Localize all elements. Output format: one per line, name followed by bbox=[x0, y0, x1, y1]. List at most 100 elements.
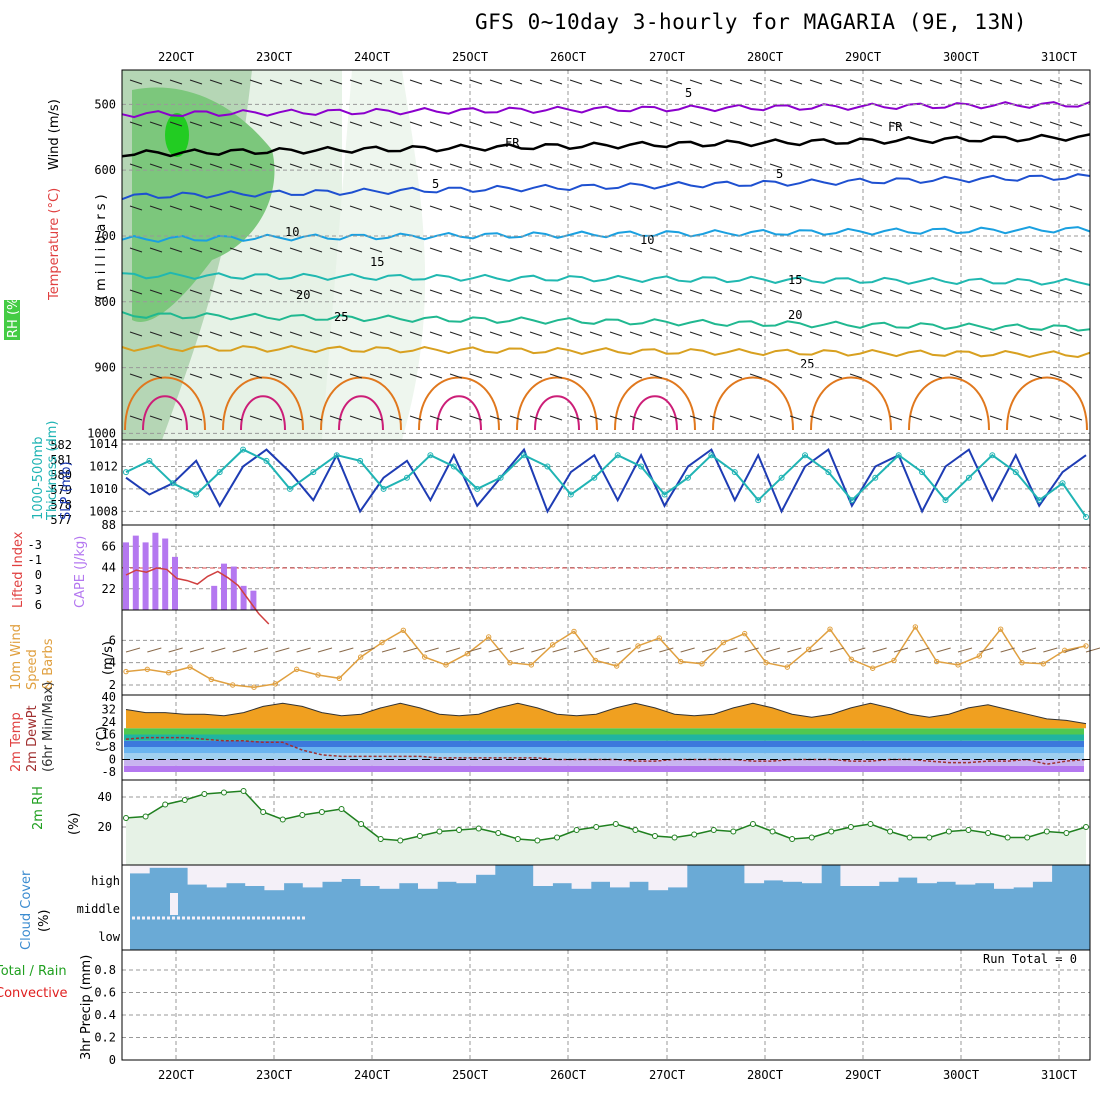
wind-barb bbox=[589, 373, 603, 379]
wind-barb bbox=[369, 205, 383, 211]
wind-barb bbox=[232, 647, 247, 653]
wind-tick-label: 2 bbox=[109, 678, 116, 692]
wind-barb bbox=[729, 205, 743, 211]
wind-barb bbox=[669, 79, 683, 85]
wind-barb bbox=[789, 247, 803, 253]
wind-barb bbox=[909, 415, 923, 421]
wind-speed-marker bbox=[485, 634, 492, 640]
temp-30-contour bbox=[516, 376, 598, 431]
wind-barb bbox=[549, 205, 563, 211]
isotherm-label: 20 bbox=[296, 288, 310, 302]
cloud-high-gap bbox=[629, 865, 649, 882]
wind-barb bbox=[789, 415, 803, 421]
wind-barb bbox=[149, 205, 163, 211]
wind-barb bbox=[787, 647, 802, 653]
wind-barb bbox=[989, 289, 1003, 295]
thickness-marker bbox=[731, 469, 738, 476]
thickness-marker bbox=[263, 457, 270, 464]
wind-barb bbox=[729, 121, 743, 127]
wind-speed-marker bbox=[379, 639, 385, 646]
wind-barb bbox=[709, 121, 723, 127]
wind-barb bbox=[189, 163, 203, 169]
wind-barb bbox=[1029, 247, 1043, 253]
bottom-date-label: 31OCT bbox=[1041, 1068, 1077, 1082]
cloud-high-gap bbox=[341, 865, 361, 879]
temp-ylabel-group: 2m Temp 2m DewPt (6hr Min/Max) (°C) bbox=[9, 682, 110, 772]
rh-marker bbox=[671, 834, 678, 841]
wind-barb bbox=[789, 289, 803, 295]
wind-barb bbox=[269, 163, 283, 169]
wind-barb bbox=[309, 247, 323, 253]
wind-barb bbox=[1049, 247, 1063, 253]
wind-barb bbox=[749, 415, 763, 421]
wind-barb bbox=[129, 331, 143, 337]
isotherm-label: 25 bbox=[334, 310, 348, 324]
bottom-date-label: 25OCT bbox=[452, 1068, 488, 1082]
wind-barb bbox=[869, 163, 883, 169]
cloud-high-gap bbox=[264, 865, 285, 891]
rh-marker bbox=[1043, 828, 1050, 835]
wind-barb bbox=[569, 79, 583, 85]
wind-barb bbox=[659, 647, 674, 653]
wind-barb bbox=[1009, 79, 1023, 85]
temp-35-contour bbox=[142, 395, 188, 431]
wind-speed-marker bbox=[528, 662, 535, 668]
wind-speed-marker bbox=[677, 658, 684, 665]
wind-speed-marker bbox=[1083, 643, 1089, 649]
cloud-high-gap bbox=[648, 865, 669, 891]
rh-marker bbox=[730, 828, 737, 835]
wind-barb bbox=[629, 289, 643, 295]
wind-barb bbox=[649, 247, 663, 253]
wind-barb bbox=[769, 331, 783, 337]
wind-barb bbox=[969, 331, 983, 337]
wind-barb bbox=[289, 205, 303, 211]
wind-barb bbox=[629, 331, 643, 337]
wind-speed-marker bbox=[187, 664, 193, 670]
wind-barb bbox=[709, 163, 723, 169]
wind-speed-marker bbox=[272, 681, 279, 687]
temp-tick-label: -8 bbox=[102, 765, 116, 779]
rh-marker bbox=[1063, 830, 1070, 836]
rh-marker bbox=[965, 827, 972, 833]
wind-barb bbox=[789, 121, 803, 127]
wind-barb bbox=[467, 647, 482, 653]
wind-barb bbox=[529, 247, 543, 253]
bottom-date-label: 27OCT bbox=[649, 1068, 685, 1082]
rh-marker bbox=[710, 827, 717, 833]
wind-barb bbox=[1043, 647, 1058, 653]
wind-barb bbox=[449, 247, 463, 253]
wind-barb bbox=[1009, 163, 1023, 169]
wind-tick-label: 4 bbox=[109, 656, 116, 670]
chart-title: GFS 0~10day 3-hourly for MAGARIA (9E, 13… bbox=[475, 10, 1028, 34]
cloud-high-gap bbox=[571, 865, 592, 889]
wind-barb bbox=[1069, 415, 1083, 421]
top-date-label: 31OCT bbox=[1041, 50, 1077, 64]
cloud-ylabel: Cloud Cover bbox=[19, 870, 34, 950]
wind-barb bbox=[649, 205, 663, 211]
thickness-marker bbox=[357, 457, 364, 464]
wind-barb bbox=[229, 79, 243, 85]
cape-tick-label: 44 bbox=[102, 561, 116, 575]
wind-barb bbox=[289, 121, 303, 127]
wind-barb bbox=[1029, 331, 1043, 337]
slp-ylabel: SLP (mb) bbox=[59, 461, 74, 520]
thickness-marker bbox=[802, 452, 809, 459]
wind-barb bbox=[629, 415, 643, 421]
thickness-marker bbox=[895, 452, 902, 459]
rh-marker bbox=[828, 828, 835, 835]
wind-barb bbox=[949, 163, 963, 169]
wind-barb bbox=[509, 331, 523, 337]
rh-marker bbox=[926, 834, 933, 841]
wind-barb bbox=[369, 121, 383, 127]
wind-barb bbox=[949, 373, 963, 379]
temp-ylabel: 2m Temp bbox=[9, 712, 24, 772]
wind-barb bbox=[1069, 247, 1083, 253]
wind-barb bbox=[249, 247, 263, 253]
rh-marker bbox=[554, 834, 561, 841]
wind-barb bbox=[989, 205, 1003, 211]
li-tick-label: 6 bbox=[35, 598, 42, 612]
wind-barb bbox=[929, 289, 943, 295]
wind-barb bbox=[125, 647, 141, 653]
temp-30-contour bbox=[222, 376, 304, 431]
wind-barb bbox=[709, 289, 723, 295]
